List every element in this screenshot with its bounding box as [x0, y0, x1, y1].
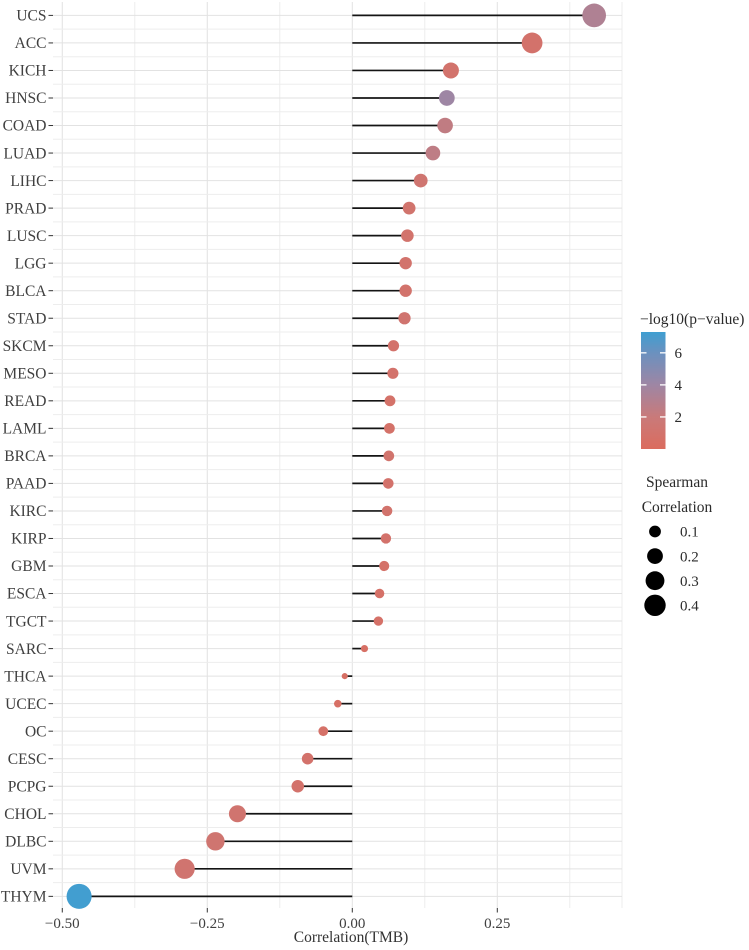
lollipop-dot	[384, 422, 395, 434]
lollipop-dot	[382, 478, 394, 489]
lollipop-dot	[387, 367, 399, 379]
lollipop-dot	[333, 699, 342, 708]
lollipop-dot	[402, 201, 416, 215]
y-axis-label: HNSC	[5, 90, 46, 107]
y-axis-label: STAD	[7, 310, 46, 327]
y-axis-label: THCA	[4, 668, 47, 685]
size-legend-label: 0.1	[680, 525, 699, 541]
y-axis-label: ACC	[15, 35, 47, 52]
y-axis-label: UCEC	[5, 696, 46, 713]
lollipop-dot	[206, 832, 225, 851]
size-legend-dot	[649, 525, 661, 538]
color-legend-tick-label: 2	[675, 410, 683, 426]
size-legend-dot	[645, 571, 665, 591]
y-axis-label: ESCA	[7, 586, 47, 603]
lollipop-dot	[398, 312, 411, 325]
lollipop-dot	[437, 117, 453, 134]
color-legend-tick-label: 4	[675, 378, 683, 394]
size-legend: 0.1 0.2 0.3 0.4	[644, 525, 699, 617]
lollipop-dot	[228, 805, 246, 823]
size-legend-label: 0.3	[680, 574, 699, 590]
lollipop-dot	[318, 726, 329, 737]
y-axis-label: UVM	[10, 861, 46, 878]
lollipop-dot	[582, 3, 607, 28]
lollipop-dot	[373, 616, 384, 626]
lollipop-stems	[79, 14, 595, 898]
y-axis-label: PCPG	[8, 778, 47, 795]
y-axis-label: LUSC	[7, 228, 47, 245]
lollipop-dot	[383, 450, 395, 462]
lollipop-dot	[360, 644, 369, 653]
x-axis-tick-label: 0.25	[484, 916, 510, 932]
y-axis-label: TGCT	[6, 613, 47, 630]
y-axis-label: PRAD	[5, 200, 46, 217]
color-legend-title: −log10(p−value)	[640, 311, 744, 328]
y-axis-label: SKCM	[3, 338, 47, 355]
x-axis-tick-label: −0.50	[45, 916, 80, 932]
lollipop-dot	[174, 858, 195, 879]
lollipop-dot	[442, 62, 459, 79]
gridlines	[53, 2, 623, 908]
y-axis-label: CESC	[8, 751, 47, 768]
lollipop-dot	[413, 173, 428, 188]
lollipop-dot	[399, 256, 412, 270]
color-legend-tick-label: 6	[675, 346, 683, 362]
y-axis-label: SARC	[6, 641, 47, 658]
y-axis-label: MESO	[3, 365, 46, 382]
lollipop-dot	[374, 588, 385, 599]
y-axis-label: LAML	[3, 421, 47, 438]
lollipop-dot	[381, 505, 393, 517]
y-axis-label: GBM	[11, 558, 47, 575]
lollipop-dot	[379, 560, 390, 572]
y-axis-label: LIHC	[10, 173, 46, 190]
y-axis-label: THYM	[1, 889, 47, 906]
x-axis: −0.50 −0.25 0.00 0.25	[45, 908, 510, 932]
size-legend-dot	[644, 594, 666, 617]
lollipop-dot	[387, 340, 400, 352]
y-axis-label: READ	[4, 393, 46, 410]
size-legend-label: 0.4	[680, 599, 699, 615]
y-axis: UCS ACC KICH HNSC COAD LUAD LIHC PRAD LUSC LGG BLC…	[1, 8, 53, 906]
y-axis-label: DLBC	[5, 834, 46, 851]
lollipop-dot	[291, 779, 305, 793]
lollipop-dot	[301, 752, 314, 765]
lollipop-dot	[384, 395, 396, 407]
lollipop-dots	[66, 3, 607, 909]
lollipop-dot	[438, 90, 455, 106]
color-legend: 6 4 2	[641, 332, 683, 449]
size-legend-dot	[647, 548, 663, 564]
lollipop-dot	[399, 284, 412, 297]
y-axis-label: UCS	[16, 8, 46, 25]
y-axis-label: PAAD	[6, 476, 47, 493]
x-axis-title: Correlation(TMB)	[294, 929, 409, 946]
size-legend-title-line2: Correlation	[642, 499, 713, 516]
size-legend-title-line1: Spearman	[646, 474, 708, 491]
y-axis-label: LUAD	[3, 145, 46, 162]
lollipop-dot	[401, 229, 414, 242]
lollipop-dot	[341, 673, 348, 680]
x-axis-tick-label: −0.25	[190, 916, 225, 932]
y-axis-label: KIRC	[9, 503, 46, 520]
y-axis-label: BLCA	[5, 283, 47, 300]
y-axis-label: BRCA	[4, 448, 47, 465]
pvalue-gradient-bar	[641, 332, 666, 449]
lollipop-dot	[380, 533, 392, 544]
y-axis-label: CHOL	[4, 806, 46, 823]
x-axis-tick-label: 0.00	[339, 916, 365, 932]
y-axis-label: OC	[25, 723, 47, 740]
y-axis-label: KIRP	[11, 531, 46, 548]
y-axis-label: KICH	[9, 63, 47, 80]
lollipop-dot	[425, 145, 441, 161]
y-axis-label: COAD	[3, 118, 47, 135]
size-legend-label: 0.2	[680, 549, 699, 565]
lollipop-dot	[521, 32, 543, 54]
lollipop-dot	[66, 883, 92, 909]
y-axis-label: LGG	[15, 255, 47, 272]
